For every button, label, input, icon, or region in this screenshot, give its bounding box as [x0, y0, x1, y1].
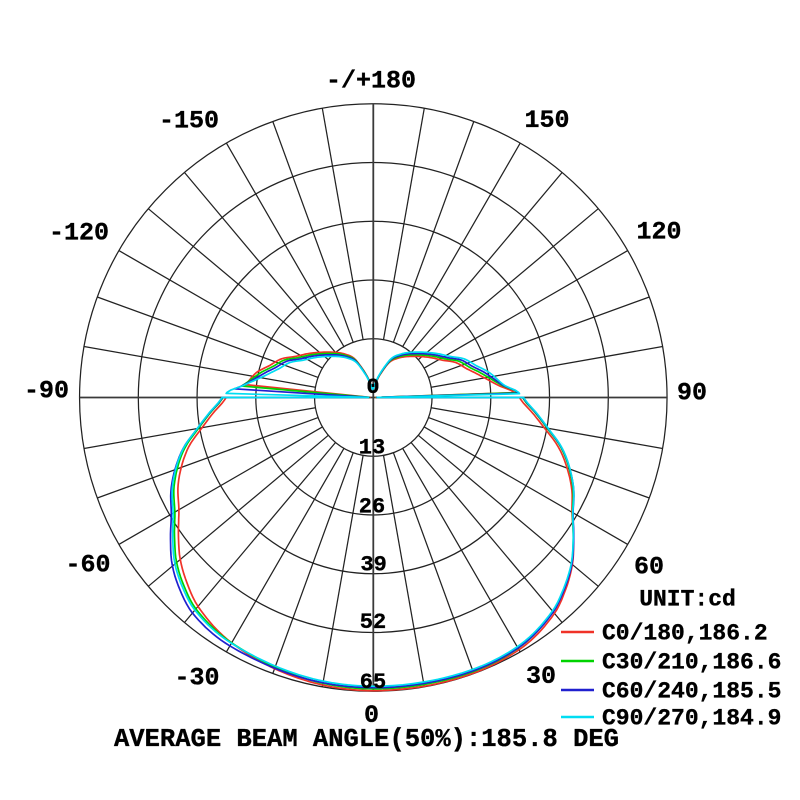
svg-text:30: 30: [526, 662, 556, 691]
svg-text:150: 150: [524, 106, 569, 135]
svg-text:C30/210,186.6: C30/210,186.6: [602, 650, 781, 676]
svg-text:-/+180: -/+180: [326, 66, 416, 95]
svg-text:AVERAGE BEAM ANGLE(50%):185.8: AVERAGE BEAM ANGLE(50%):185.8 DEG: [114, 725, 619, 754]
svg-text:-120: -120: [49, 218, 109, 247]
svg-text:0: 0: [364, 701, 379, 730]
svg-text:60: 60: [634, 552, 664, 581]
svg-text:120: 120: [636, 217, 681, 246]
svg-text:-90: -90: [24, 376, 69, 405]
svg-text:65: 65: [360, 670, 386, 695]
svg-text:90: 90: [677, 378, 707, 407]
svg-text:-60: -60: [65, 550, 110, 579]
svg-text:C90/270,184.9: C90/270,184.9: [602, 706, 781, 732]
svg-text:-150: -150: [159, 106, 219, 135]
svg-text:13: 13: [359, 435, 385, 460]
svg-text:39: 39: [360, 553, 386, 578]
svg-text:C0/180,186.2: C0/180,186.2: [602, 621, 768, 647]
svg-text:26: 26: [359, 494, 385, 519]
svg-text:UNIT:cd: UNIT:cd: [639, 587, 736, 613]
svg-text:C60/240,185.5: C60/240,185.5: [602, 679, 781, 705]
svg-text:0: 0: [366, 375, 379, 400]
svg-text:-30: -30: [174, 663, 219, 692]
svg-text:52: 52: [360, 610, 386, 635]
